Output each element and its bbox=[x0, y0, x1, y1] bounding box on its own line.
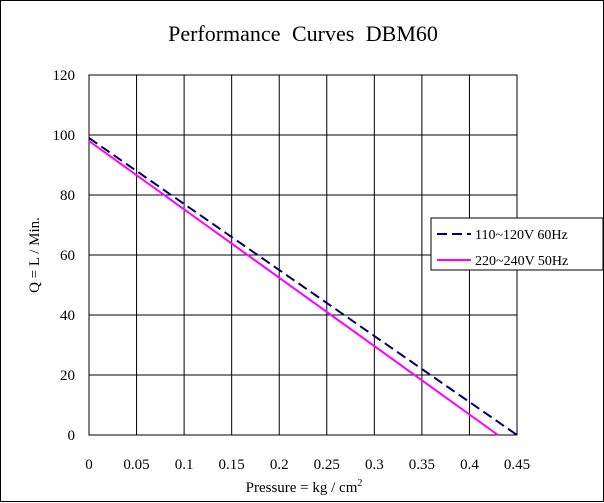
tick-labels: 0 0.05 0.1 0.15 0.2 0.25 0.3 0.35 0.4 0.45 0 20 40 60… bbox=[53, 68, 531, 473]
legend-label-220-240v: 220~240V 50Hz bbox=[475, 254, 568, 269]
legend: 110~120V 60Hz 220~240V 50Hz bbox=[430, 217, 604, 271]
x-tick-label: 0.25 bbox=[314, 457, 340, 473]
x-tick-label: 0.35 bbox=[409, 457, 435, 473]
x-tick-label: 0.2 bbox=[270, 457, 289, 473]
x-tick-label: 0 bbox=[85, 457, 93, 473]
x-tick-label: 0.15 bbox=[219, 457, 245, 473]
legend-label-110-120v: 110~120V 60Hz bbox=[475, 228, 568, 243]
x-tick-label: 0.45 bbox=[504, 457, 530, 473]
x-tick-label: 0.4 bbox=[460, 457, 479, 473]
series-line-0 bbox=[88, 137, 518, 436]
y-tick-label: 80 bbox=[60, 188, 75, 204]
x-tick-label: 0.1 bbox=[175, 457, 194, 473]
y-tick-label: 100 bbox=[53, 128, 76, 144]
x-axis-label-superscript: 2 bbox=[357, 478, 362, 489]
x-axis-label: Pressure = kg / cm2 bbox=[246, 478, 363, 496]
series-line-1 bbox=[88, 140, 499, 436]
y-tick-label: 20 bbox=[60, 368, 75, 384]
y-tick-label: 40 bbox=[60, 308, 75, 324]
series-group bbox=[88, 137, 518, 436]
y-tick-label: 0 bbox=[68, 428, 76, 444]
x-tick-label: 0.05 bbox=[123, 457, 149, 473]
chart-title: Performance Curves DBM60 bbox=[168, 21, 438, 46]
y-tick-label: 120 bbox=[53, 68, 76, 84]
x-tick-label: 0.3 bbox=[365, 457, 384, 473]
legend-box bbox=[430, 217, 604, 271]
y-tick-label: 60 bbox=[60, 248, 75, 264]
y-axis-label: Q = L / Min. bbox=[27, 217, 43, 293]
